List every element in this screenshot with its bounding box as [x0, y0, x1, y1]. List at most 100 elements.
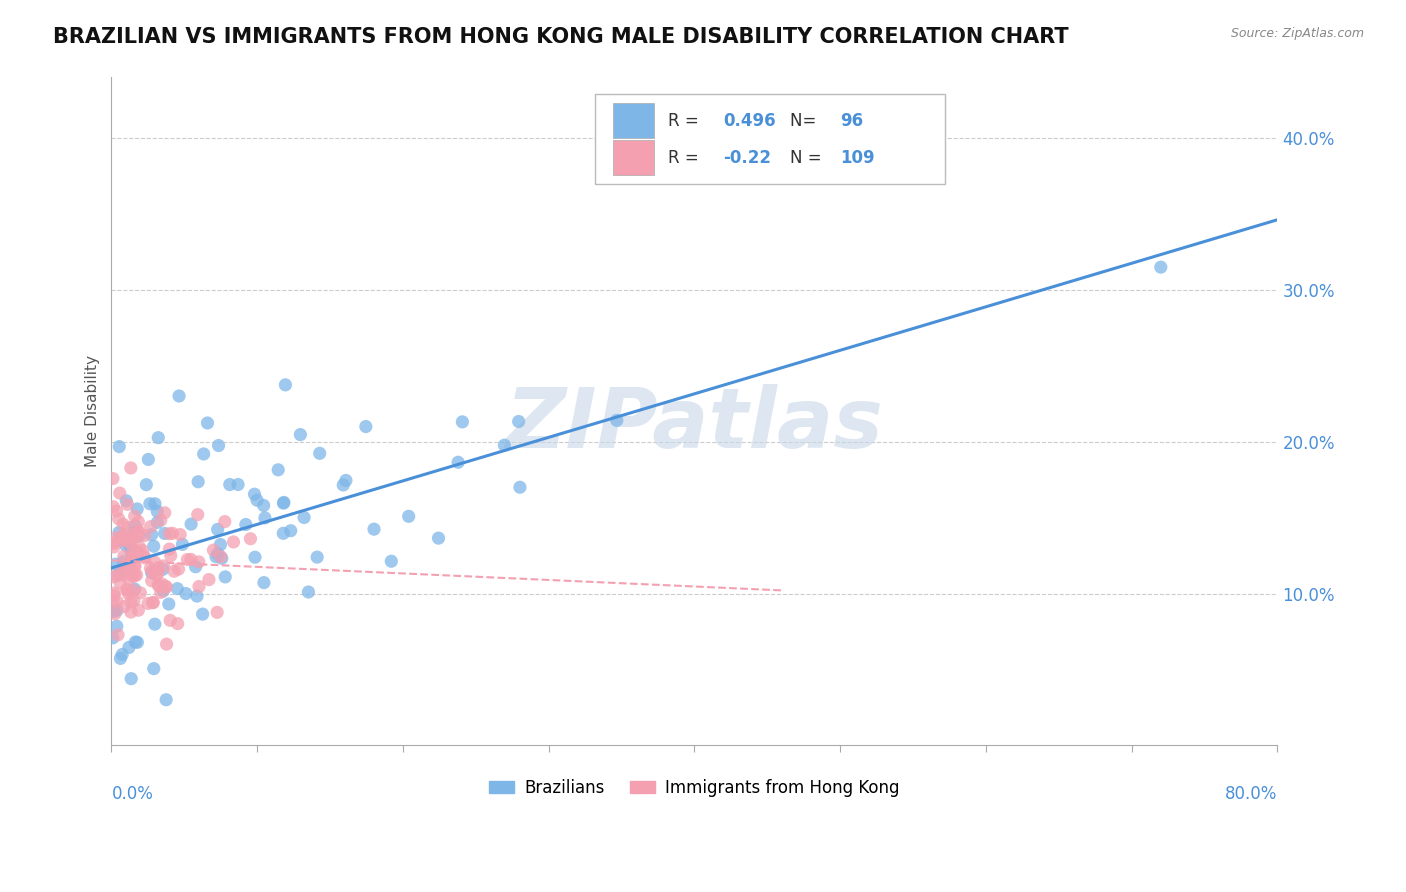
Point: [198, 573, 221, 587]
Point: [117, 520, 139, 534]
Point: [127, 515, 149, 529]
Point: [187, 508, 209, 522]
Point: [273, 496, 295, 510]
Point: [253, 575, 276, 590]
Point: [111, 648, 134, 662]
Point: [447, 455, 470, 469]
Point: [152, 558, 174, 573]
Point: [153, 526, 176, 541]
Point: [205, 605, 228, 619]
Point: [142, 595, 165, 609]
Point: [141, 574, 163, 588]
Point: [134, 528, 156, 542]
Text: 109: 109: [841, 149, 875, 167]
Point: [103, 540, 125, 554]
Point: [155, 580, 177, 594]
Point: [122, 549, 145, 563]
Point: [129, 586, 152, 600]
Point: [235, 517, 257, 532]
Point: [101, 536, 124, 550]
Point: [128, 529, 150, 543]
Point: [148, 431, 170, 445]
Text: R =: R =: [668, 149, 703, 167]
Point: [184, 559, 207, 574]
Point: [122, 541, 145, 556]
FancyBboxPatch shape: [595, 95, 945, 185]
Point: [110, 533, 132, 547]
Point: [363, 522, 385, 536]
Point: [128, 541, 150, 555]
Point: [146, 562, 169, 576]
Legend: Brazilians, Immigrants from Hong Kong: Brazilians, Immigrants from Hong Kong: [482, 772, 905, 804]
Point: [292, 510, 315, 524]
Point: [118, 640, 141, 655]
Point: [120, 672, 142, 686]
Y-axis label: Male Disability: Male Disability: [86, 355, 100, 467]
Point: [186, 589, 208, 603]
Point: [335, 474, 357, 488]
Point: [143, 497, 166, 511]
Point: [115, 582, 138, 597]
Point: [354, 419, 377, 434]
Point: [197, 416, 219, 430]
Point: [218, 477, 240, 491]
Text: 96: 96: [841, 112, 863, 130]
Point: [297, 585, 319, 599]
Point: [1150, 260, 1173, 275]
Point: [114, 566, 136, 581]
Point: [307, 550, 329, 565]
Point: [121, 555, 143, 569]
Point: [226, 477, 249, 491]
Point: [127, 525, 149, 540]
Point: [120, 605, 142, 619]
Point: [142, 539, 165, 553]
Point: [105, 504, 128, 518]
Point: [211, 551, 233, 566]
Point: [166, 616, 188, 631]
Point: [108, 486, 131, 500]
FancyBboxPatch shape: [613, 103, 654, 138]
Point: [121, 549, 143, 564]
Point: [146, 566, 169, 581]
Point: [103, 605, 125, 619]
Point: [142, 596, 165, 610]
Point: [125, 568, 148, 582]
Text: ZIPatlas: ZIPatlas: [506, 384, 883, 466]
Point: [163, 564, 186, 578]
Point: [134, 549, 156, 564]
Point: [205, 549, 228, 564]
Point: [267, 463, 290, 477]
Point: [105, 569, 128, 583]
Point: [398, 509, 420, 524]
Point: [271, 526, 294, 541]
Point: [122, 570, 145, 584]
Point: [222, 535, 245, 549]
Point: [280, 524, 302, 538]
Point: [120, 461, 142, 475]
Point: [114, 538, 136, 552]
Text: Source: ZipAtlas.com: Source: ZipAtlas.com: [1230, 27, 1364, 40]
Point: [117, 587, 139, 601]
Point: [124, 530, 146, 544]
Text: BRAZILIAN VS IMMIGRANTS FROM HONG KONG MALE DISABILITY CORRELATION CHART: BRAZILIAN VS IMMIGRANTS FROM HONG KONG M…: [53, 27, 1069, 46]
Point: [159, 613, 181, 627]
Point: [112, 528, 135, 542]
Point: [290, 427, 312, 442]
Point: [159, 526, 181, 541]
Point: [139, 561, 162, 575]
Text: 0.496: 0.496: [724, 112, 776, 130]
Point: [114, 532, 136, 546]
Point: [139, 519, 162, 533]
Point: [105, 603, 128, 617]
Point: [176, 552, 198, 566]
Point: [174, 586, 197, 600]
Point: [115, 493, 138, 508]
Point: [122, 583, 145, 598]
Point: [122, 594, 145, 608]
Point: [112, 599, 135, 614]
Point: [207, 547, 229, 561]
Point: [108, 440, 131, 454]
Point: [122, 526, 145, 541]
Point: [125, 544, 148, 558]
Point: [120, 595, 142, 609]
